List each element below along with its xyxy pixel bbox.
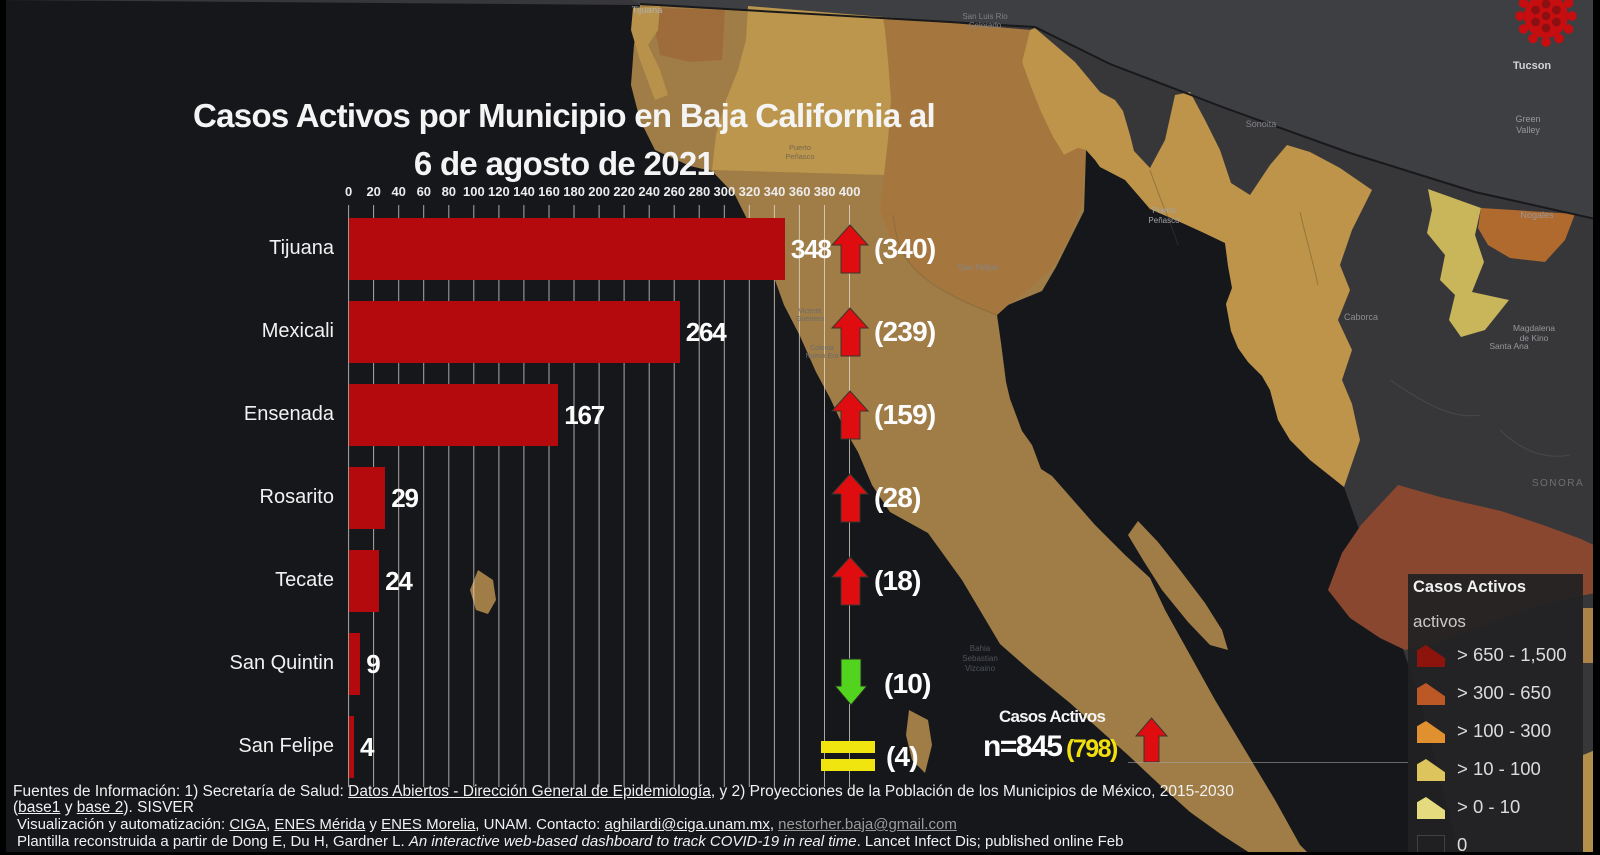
svg-text:Guerrero: Guerrero bbox=[796, 316, 824, 323]
svg-text:Colonia: Colonia bbox=[810, 345, 834, 352]
svg-text:Bahia: Bahia bbox=[970, 644, 991, 653]
svg-text:Green: Green bbox=[1515, 114, 1540, 124]
svg-text:Caborca: Caborca bbox=[1344, 312, 1378, 322]
svg-text:San Luis Rio: San Luis Rio bbox=[962, 12, 1008, 21]
svg-text:SONORA: SONORA bbox=[1532, 478, 1584, 489]
svg-text:Peñasco: Peñasco bbox=[1148, 216, 1180, 225]
svg-text:Vicente: Vicente bbox=[798, 308, 821, 315]
svg-text:Puerto: Puerto bbox=[789, 143, 811, 152]
svg-text:Tijuana: Tijuana bbox=[632, 5, 664, 16]
svg-text:Santa Ana: Santa Ana bbox=[1489, 341, 1529, 351]
svg-text:San Felipe: San Felipe bbox=[958, 262, 999, 272]
svg-text:Tucson: Tucson bbox=[1513, 60, 1552, 72]
svg-text:Sebastian: Sebastian bbox=[962, 654, 998, 663]
svg-text:Vizcaino: Vizcaino bbox=[965, 664, 996, 673]
svg-text:Valley: Valley bbox=[1516, 125, 1540, 135]
svg-text:Sonoita: Sonoita bbox=[1246, 119, 1277, 129]
svg-text:Magdalena: Magdalena bbox=[1513, 323, 1555, 333]
svg-text:Puerto: Puerto bbox=[1152, 206, 1176, 215]
svg-text:Colorado: Colorado bbox=[969, 21, 1002, 30]
svg-text:Peñasco: Peñasco bbox=[785, 152, 814, 161]
svg-text:de Kino: de Kino bbox=[1520, 333, 1549, 343]
svg-text:Nogales: Nogales bbox=[1520, 210, 1554, 220]
svg-text:Nueva Era: Nueva Era bbox=[805, 353, 838, 360]
